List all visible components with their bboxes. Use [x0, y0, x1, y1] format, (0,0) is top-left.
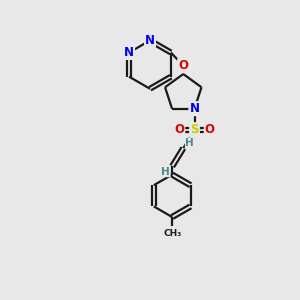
Text: O: O — [174, 123, 184, 136]
Text: N: N — [124, 46, 134, 59]
Text: N: N — [145, 34, 155, 47]
Text: O: O — [178, 59, 188, 72]
Text: H: H — [161, 167, 170, 177]
Text: N: N — [190, 102, 200, 115]
Text: N: N — [190, 102, 200, 115]
Text: CH₃: CH₃ — [163, 229, 181, 238]
Text: O: O — [205, 123, 215, 136]
Text: O: O — [178, 59, 188, 72]
Text: N: N — [124, 46, 134, 59]
Text: S: S — [190, 123, 199, 136]
Text: H: H — [185, 138, 194, 148]
Text: O: O — [174, 123, 184, 136]
Text: O: O — [205, 123, 215, 136]
Text: N: N — [145, 34, 155, 47]
Text: S: S — [190, 123, 199, 136]
